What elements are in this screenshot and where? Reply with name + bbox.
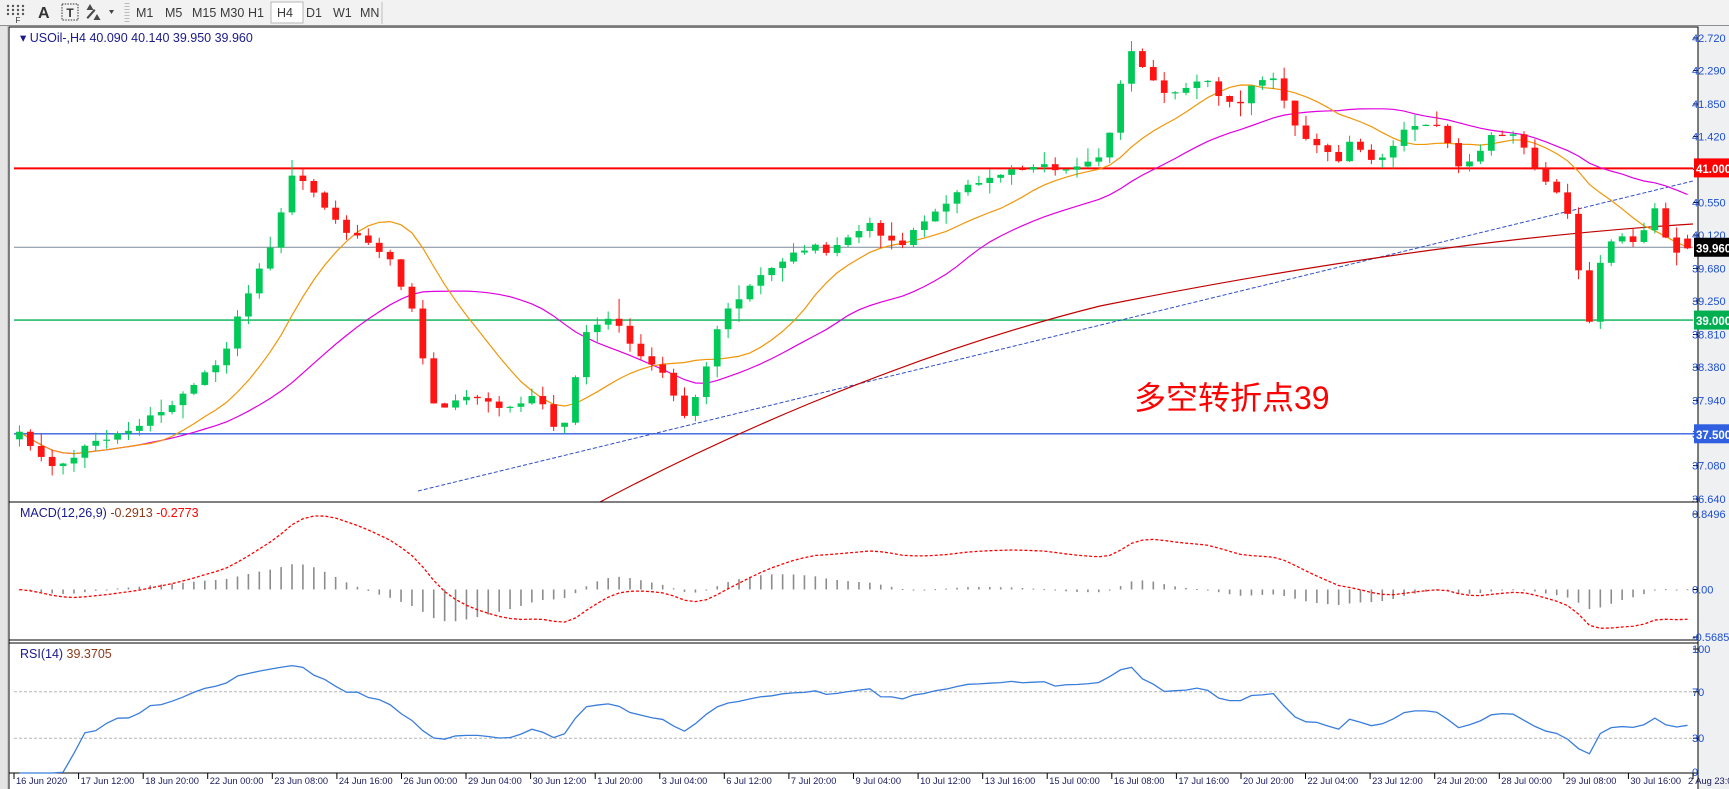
svg-text:41.000: 41.000 bbox=[1696, 164, 1729, 176]
svg-text:30 Jul 16:00: 30 Jul 16:00 bbox=[1630, 776, 1681, 786]
svg-text:6 Jul 12:00: 6 Jul 12:00 bbox=[726, 776, 772, 786]
svg-text:37.940: 37.940 bbox=[1692, 395, 1726, 407]
svg-text:13 Jul 16:00: 13 Jul 16:00 bbox=[985, 776, 1036, 786]
svg-text:38.380: 38.380 bbox=[1692, 362, 1726, 374]
svg-text:70: 70 bbox=[1692, 687, 1704, 699]
svg-text:M1: M1 bbox=[136, 6, 153, 20]
svg-text:MACD(12,26,9) -0.2913 -0.2773: MACD(12,26,9) -0.2913 -0.2773 bbox=[20, 506, 199, 520]
svg-text:-0.5685: -0.5685 bbox=[1692, 632, 1729, 644]
svg-text:22 Jun 00:00: 22 Jun 00:00 bbox=[210, 776, 264, 786]
svg-text:17 Jul 16:00: 17 Jul 16:00 bbox=[1178, 776, 1229, 786]
svg-text:M15: M15 bbox=[192, 6, 216, 20]
svg-text:40.550: 40.550 bbox=[1692, 198, 1726, 210]
svg-text:37.080: 37.080 bbox=[1692, 461, 1726, 473]
svg-text:H1: H1 bbox=[248, 6, 264, 20]
svg-text:37.500: 37.500 bbox=[1696, 430, 1729, 442]
svg-text:39.250: 39.250 bbox=[1692, 296, 1726, 308]
svg-text:M30: M30 bbox=[220, 6, 244, 20]
svg-text:24 Jun 16:00: 24 Jun 16:00 bbox=[339, 776, 393, 786]
svg-text:16 Jun 2020: 16 Jun 2020 bbox=[16, 776, 67, 786]
svg-text:1 Jul 20:00: 1 Jul 20:00 bbox=[597, 776, 643, 786]
svg-text:38.810: 38.810 bbox=[1692, 330, 1726, 342]
svg-text:41.850: 41.850 bbox=[1692, 99, 1726, 111]
svg-text:F: F bbox=[16, 16, 21, 25]
svg-text:26 Jun 00:00: 26 Jun 00:00 bbox=[404, 776, 458, 786]
svg-text:18 Jun 20:00: 18 Jun 20:00 bbox=[145, 776, 199, 786]
svg-text:42.290: 42.290 bbox=[1692, 66, 1726, 78]
svg-text:20 Jul 20:00: 20 Jul 20:00 bbox=[1243, 776, 1294, 786]
svg-text:W1: W1 bbox=[333, 6, 352, 20]
svg-text:24 Jul 20:00: 24 Jul 20:00 bbox=[1437, 776, 1488, 786]
svg-text:22 Jul 04:00: 22 Jul 04:00 bbox=[1308, 776, 1359, 786]
svg-text:0.8496: 0.8496 bbox=[1692, 509, 1726, 521]
svg-text:17 Jun 12:00: 17 Jun 12:00 bbox=[81, 776, 135, 786]
svg-text:MN: MN bbox=[360, 6, 379, 20]
svg-text:41.420: 41.420 bbox=[1692, 132, 1726, 144]
svg-text:39.680: 39.680 bbox=[1692, 264, 1726, 276]
svg-text:23 Jul 12:00: 23 Jul 12:00 bbox=[1372, 776, 1423, 786]
svg-text:A: A bbox=[38, 5, 50, 22]
svg-text:T: T bbox=[66, 6, 74, 20]
svg-text:7 Jul 20:00: 7 Jul 20:00 bbox=[791, 776, 837, 786]
svg-text:39.960: 39.960 bbox=[1696, 243, 1729, 255]
svg-text:29 Jun 04:00: 29 Jun 04:00 bbox=[468, 776, 522, 786]
svg-text:30 Jun 12:00: 30 Jun 12:00 bbox=[533, 776, 587, 786]
svg-text:16 Jul 08:00: 16 Jul 08:00 bbox=[1114, 776, 1165, 786]
svg-text:23 Jun 08:00: 23 Jun 08:00 bbox=[274, 776, 328, 786]
svg-text:29 Jul 08:00: 29 Jul 08:00 bbox=[1566, 776, 1617, 786]
svg-text:D1: D1 bbox=[306, 6, 322, 20]
svg-text:RSI(14) 39.3705: RSI(14) 39.3705 bbox=[20, 647, 112, 661]
svg-text:30: 30 bbox=[1692, 733, 1704, 745]
svg-text:9 Jul 04:00: 9 Jul 04:00 bbox=[856, 776, 902, 786]
svg-text:39.000: 39.000 bbox=[1696, 316, 1729, 328]
svg-text:▾ USOil-,H4 40.090 40.140 39: ▾ USOil-,H4 40.090 40.140 39.950 39.960 bbox=[20, 31, 253, 45]
svg-text:0.00: 0.00 bbox=[1692, 585, 1713, 597]
svg-text:M5: M5 bbox=[165, 6, 182, 20]
svg-text:28 Jul 00:00: 28 Jul 00:00 bbox=[1501, 776, 1552, 786]
svg-text:多空转折点39: 多空转折点39 bbox=[1134, 380, 1330, 416]
svg-text:H4: H4 bbox=[277, 6, 293, 20]
svg-text:2 Aug 23:00: 2 Aug 23:00 bbox=[1688, 776, 1729, 786]
svg-text:3 Jul 04:00: 3 Jul 04:00 bbox=[662, 776, 708, 786]
svg-text:100: 100 bbox=[1692, 644, 1710, 656]
svg-text:15 Jul 00:00: 15 Jul 00:00 bbox=[1049, 776, 1100, 786]
svg-text:10 Jul 12:00: 10 Jul 12:00 bbox=[920, 776, 971, 786]
svg-text:42.720: 42.720 bbox=[1692, 33, 1726, 45]
